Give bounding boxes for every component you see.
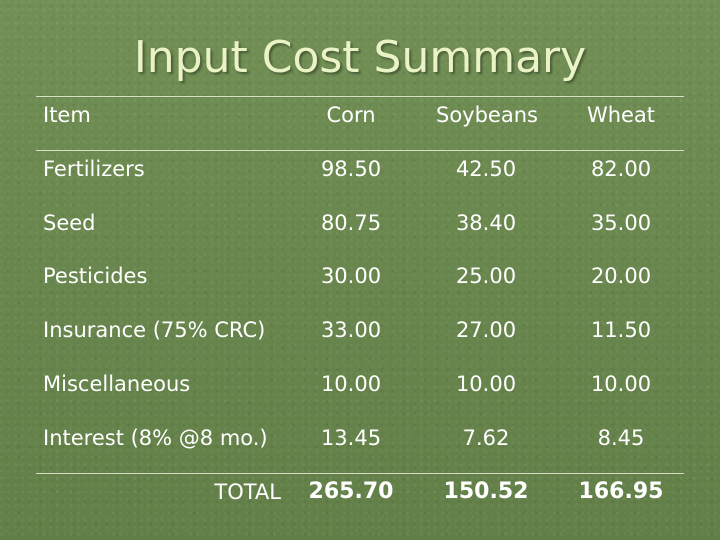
row-soybeans: 27.00 [455,318,517,342]
row-corn: 33.00 [320,318,382,342]
row-soybeans: 7.62 [462,426,510,450]
row-item: Pesticides [43,264,148,288]
table-row: Interest (8% @8 mo.) 13.45 7.62 8.45 [36,411,684,465]
table-row: Miscellaneous 10.00 10.00 10.00 [36,357,684,411]
table-header-rule [36,150,684,151]
row-corn: 10.00 [320,372,382,396]
table-row: Pesticides 30.00 25.00 20.00 [36,249,684,303]
row-item: Interest (8% @8 mo.) [43,426,268,450]
row-wheat: 35.00 [590,211,652,235]
table-top-rule [36,96,684,97]
slide-title: Input Cost Summary [133,32,587,83]
header-corn: Corn [326,103,376,127]
total-corn: 265.70 [308,479,394,504]
row-wheat: 10.00 [590,372,652,396]
table-row: Insurance (75% CRC) 33.00 27.00 11.50 [36,303,684,357]
row-item: Miscellaneous [43,372,191,396]
row-soybeans: 25.00 [455,264,517,288]
table-total-rule [36,473,684,474]
row-corn: 98.50 [320,157,382,181]
row-item: Insurance (75% CRC) [43,318,266,342]
row-soybeans: 10.00 [455,372,517,396]
header-soybeans: Soybeans [436,103,538,127]
row-corn: 13.45 [320,426,382,450]
header-wheat: Wheat [586,103,656,127]
row-soybeans: 38.40 [455,211,517,235]
table-row: Seed 80.75 38.40 35.00 [36,196,684,250]
row-wheat: 11.50 [590,318,652,342]
table-total-row: TOTAL 265.70 150.52 166.95 [36,465,684,519]
row-wheat: 82.00 [590,157,652,181]
table-header-row: Item Corn Soybeans Wheat [36,88,684,142]
row-corn: 30.00 [320,264,382,288]
table-row: Fertilizers 98.50 42.50 82.00 [36,142,684,196]
total-soybeans: 150.52 [443,479,529,504]
total-wheat: 166.95 [578,479,664,504]
row-wheat: 20.00 [590,264,652,288]
row-corn: 80.75 [320,211,382,235]
row-wheat: 8.45 [597,426,645,450]
row-item: Seed [43,211,96,235]
total-label: TOTAL [214,480,281,504]
row-item: Fertilizers [43,157,145,181]
row-soybeans: 42.50 [455,157,517,181]
header-item: Item [43,103,91,127]
